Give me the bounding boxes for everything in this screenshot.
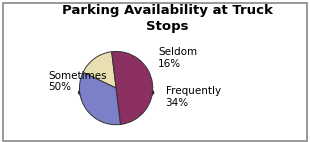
Ellipse shape — [78, 84, 154, 101]
Text: Parking Availability at Truck
Stops: Parking Availability at Truck Stops — [62, 4, 273, 33]
Text: Sometimes
50%: Sometimes 50% — [48, 71, 107, 92]
Text: Frequently
34%: Frequently 34% — [166, 86, 221, 108]
Wedge shape — [112, 51, 153, 124]
Wedge shape — [83, 52, 116, 88]
Wedge shape — [79, 72, 121, 125]
Text: Seldom
16%: Seldom 16% — [158, 47, 197, 69]
